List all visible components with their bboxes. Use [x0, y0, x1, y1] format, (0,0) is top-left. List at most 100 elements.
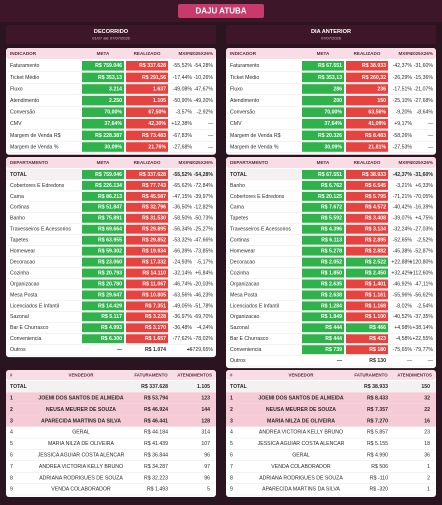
- variance: -67,83%: [173, 133, 193, 139]
- row-label: Homewear: [230, 249, 255, 255]
- value-cell: [346, 323, 388, 333]
- seller-total-label: TOTAL: [10, 384, 28, 390]
- variance-yoy: -27,03%: [414, 227, 434, 233]
- variance: -55,52%: [173, 63, 193, 69]
- value-text: R$ 130: [369, 358, 386, 364]
- seller-rank: 2: [10, 407, 13, 413]
- value-cell: [302, 107, 344, 117]
- value-cell: [126, 279, 168, 289]
- seller-visits: 144: [201, 407, 210, 413]
- row-label: Cama: [230, 205, 244, 211]
- value-cell: [302, 235, 344, 245]
- value-cell: [82, 72, 124, 83]
- row-label: Margem de Venda R$: [230, 133, 281, 139]
- row-label: TOTAL: [230, 172, 248, 178]
- value-cell: [126, 95, 168, 106]
- row-label: Conveniencia: [230, 347, 262, 353]
- variance: -46,74%: [173, 281, 193, 287]
- variance: -17,51%: [393, 86, 413, 92]
- total-row-bg: [6, 381, 216, 393]
- value-cell: [126, 72, 168, 83]
- value-cell: [126, 290, 168, 300]
- value-cell: [346, 301, 388, 311]
- value-cell: [82, 119, 124, 129]
- top-seller-bg: [6, 415, 216, 427]
- value-cell: [82, 334, 124, 344]
- variance: -42,37%: [393, 63, 413, 69]
- value-text: 30,09%: [104, 144, 122, 150]
- panel-title: DECORRIDO: [94, 29, 129, 35]
- value-cell: [346, 290, 388, 300]
- value-cell: [126, 142, 168, 152]
- value-cell: [302, 257, 344, 267]
- row-label: Margem de Venda %: [10, 144, 59, 150]
- row-label: Travesseiros E Acessorios: [10, 227, 71, 233]
- variance-yoy: —: [428, 144, 434, 150]
- seller-rank: 5: [230, 441, 233, 447]
- variance-yoy: -39,97%: [194, 194, 214, 200]
- value-text: 3.214: [109, 86, 122, 92]
- variance: -49,05%: [173, 303, 193, 309]
- table-header-bg: [226, 48, 436, 59]
- row-label: Faturamento: [10, 63, 40, 69]
- value-text: 2.250: [109, 98, 122, 104]
- value-text: R$ 291,56: [142, 75, 166, 81]
- row-label: Conversão: [230, 110, 255, 116]
- variance-yoy: -31,60%: [414, 172, 434, 178]
- seller-rank: 2: [230, 407, 233, 413]
- value-text: R$ 20.780: [98, 281, 122, 287]
- value-cell: [126, 61, 168, 71]
- variance-yoy: +4,75%: [415, 216, 433, 222]
- variance-yoy: -10,26%: [194, 75, 214, 81]
- variance: -77,62%: [173, 336, 193, 342]
- value-text: R$ 1.657: [145, 336, 166, 342]
- seller-header: VENDEDOR: [289, 372, 315, 377]
- value-text: R$ 2.638: [321, 292, 342, 298]
- variance-yoy: -69,70%: [194, 314, 214, 320]
- value-text: 21,76%: [148, 144, 166, 150]
- variance: -58,50%: [173, 216, 193, 222]
- value-cell: [82, 191, 124, 201]
- value-cell: [82, 279, 124, 289]
- seller-revenue: R$ 41.439: [144, 441, 168, 447]
- value-text: 150: [377, 98, 386, 104]
- value-cell: [82, 170, 124, 179]
- value-cell: [82, 301, 124, 311]
- row-label: Banho: [230, 183, 245, 189]
- row-label: Tapetes: [10, 238, 29, 244]
- variance-yoy: -49,20%: [194, 98, 214, 104]
- variance: -40,42%: [393, 205, 413, 211]
- value-cell: [126, 180, 168, 190]
- row-label: Cortinas: [230, 238, 250, 244]
- variance-yoy: -21,07%: [414, 86, 434, 92]
- row-label: Travesseiros E Acessorios: [230, 227, 291, 233]
- seller-total-label: TOTAL: [230, 384, 248, 390]
- seller-rank: 3: [10, 418, 13, 424]
- value-text: R$ 86.213: [98, 194, 122, 200]
- value-cell: [82, 224, 124, 234]
- seller-name: MARIA NILZA DE OLIVEIRA: [48, 441, 115, 447]
- seller-visits: 1: [427, 487, 430, 493]
- seller-header: VENDEDOR: [69, 372, 95, 377]
- variance: +32,42%: [391, 270, 412, 276]
- value-cell: [82, 107, 124, 117]
- value-text: R$ 7.672: [321, 205, 342, 211]
- table-header-bg: [226, 370, 436, 380]
- value-text: R$ 1.168: [365, 303, 386, 309]
- value-cell: [302, 279, 344, 289]
- value-cell: [302, 202, 344, 212]
- variance: —: [187, 347, 193, 353]
- value-cell: [82, 130, 124, 141]
- row-label: Decoracao: [230, 259, 255, 265]
- variance-yoy: -37,35%: [414, 314, 434, 320]
- variance: +12,38%: [171, 121, 192, 127]
- value-cell: [302, 61, 344, 71]
- value-text: R$ 759.046: [95, 172, 122, 178]
- table-header-bg: [6, 157, 216, 168]
- top-seller-bg: [226, 403, 436, 416]
- row-label: Ticket Médio: [230, 75, 259, 81]
- value-cell: [302, 301, 344, 311]
- panel-title-bg: [6, 25, 216, 44]
- row-label: Homewear: [10, 249, 35, 255]
- value-text: R$ 29.895: [142, 227, 166, 233]
